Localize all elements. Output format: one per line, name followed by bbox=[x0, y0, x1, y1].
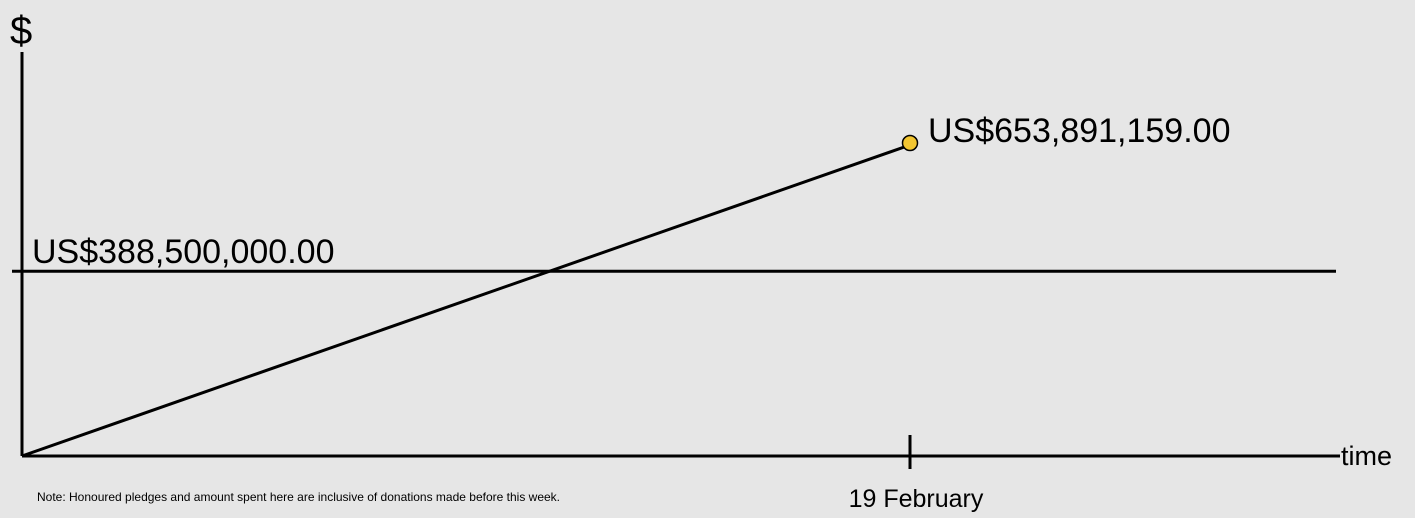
x-tick-label: 19 February bbox=[849, 485, 984, 513]
y-axis-title: $ bbox=[10, 9, 32, 53]
series-end-label: US$653,891,159.00 bbox=[928, 112, 1230, 150]
reference-line-label: US$388,500,000.00 bbox=[32, 233, 334, 271]
x-axis-title: time bbox=[1341, 441, 1392, 471]
series-line bbox=[21, 143, 911, 458]
series-end-marker bbox=[901, 134, 919, 152]
footnote: Note: Honoured pledges and amount spent … bbox=[37, 490, 560, 504]
